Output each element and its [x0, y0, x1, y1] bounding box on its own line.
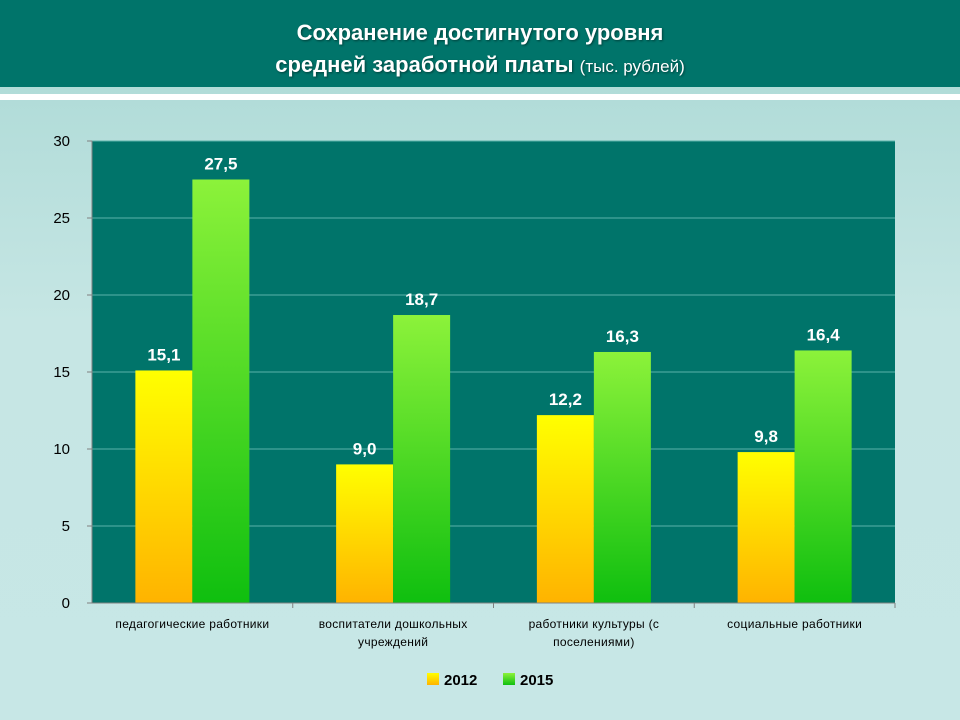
data-label: 15,1: [147, 345, 180, 364]
bars: [135, 179, 852, 603]
bar-2012: [737, 452, 795, 603]
data-label: 9,8: [754, 427, 778, 446]
bar-2012: [336, 464, 394, 603]
legend-label-2015: 2015: [520, 672, 553, 689]
bar-2015: [393, 315, 451, 603]
x-category-label: учреждений: [358, 635, 428, 649]
y-tick-label: 10: [53, 441, 70, 458]
bar-2015: [794, 350, 852, 603]
legend-swatch-2015: [503, 673, 515, 685]
header-divider: [0, 94, 960, 100]
x-category-label: поселениями): [553, 635, 635, 649]
legend-swatch-2012: [427, 673, 439, 685]
y-tick-label: 20: [53, 287, 70, 304]
data-label: 27,5: [204, 155, 237, 174]
y-tick-label: 15: [53, 364, 70, 381]
slide-title-line1: Сохранение достигнутого уровня: [296, 20, 664, 45]
slide-title-line2: средней заработной платы (тыс. рублей): [0, 52, 960, 78]
labels: 0 5 10 15 20 25 30 15,1 27,5 педагогические работ…: [53, 133, 862, 649]
data-label: 18,7: [405, 290, 438, 309]
data-label: 9,0: [353, 439, 377, 458]
data-label: 12,2: [549, 390, 582, 409]
y-tick-label: 30: [53, 133, 70, 150]
y-tick-label: 0: [62, 595, 70, 612]
slide-title-main: средней заработной платы: [275, 52, 574, 77]
data-label: 16,4: [807, 325, 841, 344]
legend-label-2012: 2012: [444, 672, 477, 689]
x-category-label: социальные работники: [727, 617, 862, 631]
x-category-label: воспитатели дошкольных: [319, 617, 468, 631]
bar-2012: [536, 415, 594, 603]
y-tick-label: 5: [62, 518, 70, 535]
bar-2012: [135, 370, 193, 603]
axes: [87, 140, 896, 608]
data-label: 16,3: [606, 327, 639, 346]
y-tick-label: 25: [53, 210, 70, 227]
legend: 2012 2015: [427, 672, 553, 689]
header-band: [0, 0, 960, 87]
x-category-label: педагогические работники: [115, 617, 269, 631]
bar-2015: [192, 179, 250, 603]
bar-2015: [593, 351, 651, 603]
slide-title-unit: (тыс. рублей): [579, 57, 685, 76]
x-category-label: работники культуры (с: [529, 617, 660, 631]
